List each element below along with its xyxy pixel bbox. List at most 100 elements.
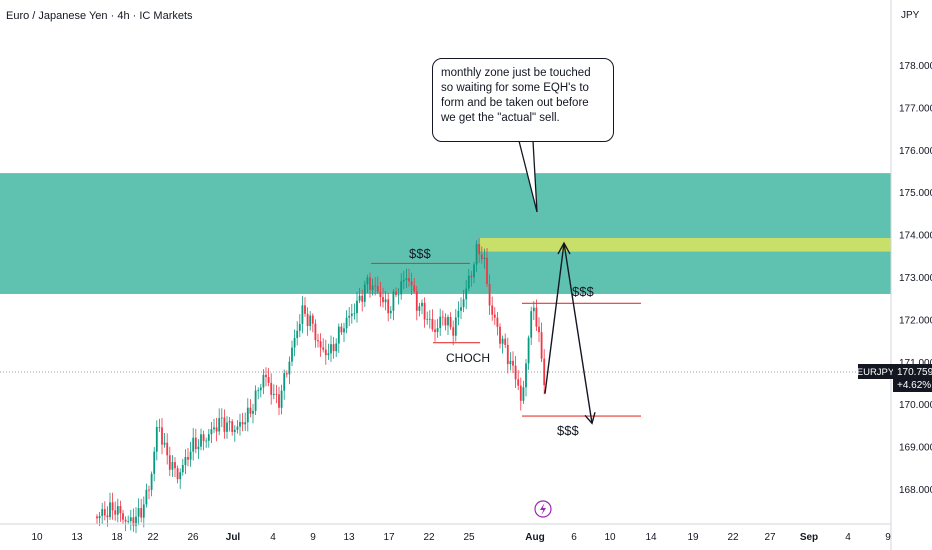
current-price-marker: EURJPY 170.759 +4.62% (857, 364, 932, 392)
lightning-event-icon[interactable] (534, 500, 552, 518)
candle-body (252, 410, 254, 414)
candle-body (127, 521, 130, 522)
price-tick-label: 168.000 (899, 485, 932, 496)
candle-body (473, 264, 475, 278)
projected-path (544, 241, 596, 425)
candle-body (332, 344, 335, 352)
pair-name: Euro / Japanese Yen (6, 10, 108, 22)
candle-body (496, 317, 499, 327)
candle-body (254, 390, 257, 411)
candle-body (324, 349, 327, 356)
candle-body (532, 307, 535, 312)
candle-body (215, 427, 218, 432)
candle-body (231, 421, 234, 433)
candle-body (449, 317, 452, 328)
candle-body (543, 358, 546, 386)
candle-body (194, 437, 197, 450)
time-tick-label: 18 (111, 532, 123, 543)
candle-body (176, 468, 179, 480)
candle-body (514, 365, 517, 380)
time-tick-label: 4 (270, 532, 276, 543)
candle-body (181, 465, 184, 473)
candle-body (184, 457, 187, 466)
target-highlight-zone (479, 237, 891, 252)
candle-body (478, 244, 481, 255)
candle-body (319, 341, 322, 348)
time-tick-label: 25 (463, 532, 475, 543)
candle-body (501, 338, 504, 344)
candle-body (538, 326, 540, 333)
price-tick-label: 173.000 (899, 273, 932, 284)
price-tick-label: 170.000 (899, 400, 932, 411)
candle-body (428, 318, 431, 320)
candle-body (371, 285, 374, 290)
candle-body (408, 278, 410, 282)
candle-body (444, 317, 447, 326)
currency-label[interactable]: JPY (901, 10, 920, 21)
candle-body (124, 519, 127, 522)
candle-body (392, 291, 395, 311)
time-tick-label: 4 (845, 532, 851, 543)
candle-body (460, 307, 462, 311)
choch-label: CHOCH (446, 351, 490, 365)
candlestick-series (96, 238, 546, 534)
candle-body (96, 516, 98, 519)
candle-body (350, 313, 353, 316)
candle-body (265, 374, 267, 378)
candle-body (291, 347, 293, 362)
candle-body (361, 295, 364, 302)
candle-body (512, 360, 514, 366)
time-tick-label: 26 (187, 532, 199, 543)
time-tick-label: 22 (423, 532, 435, 543)
candle-body (389, 310, 392, 314)
candle-body (475, 244, 478, 265)
candle-body (374, 285, 377, 287)
candle-body (369, 277, 371, 290)
candle-body (439, 316, 442, 329)
candle-body (249, 407, 252, 414)
candle-body (457, 310, 460, 318)
candle-body (337, 326, 340, 344)
candle-body (298, 323, 301, 331)
candle-body (166, 442, 169, 456)
candle-body (366, 277, 369, 285)
price-badge (893, 364, 932, 392)
callout-pointer (518, 140, 538, 213)
time-axis[interactable]: 10 13 18 22 26 Jul 4 9 13 17 22 25 Aug 6 10 14 19 22 27 Sep… (31, 532, 891, 543)
candle-body (262, 374, 265, 388)
symbol-title[interactable]: Euro / Japanese Yen · 4h · IC Markets (6, 10, 193, 22)
candle-body (402, 279, 405, 282)
candle-body (288, 361, 291, 375)
candle-body (506, 344, 509, 365)
price-tick-label: 176.000 (899, 146, 932, 157)
candle-body (220, 417, 223, 419)
candle-body (314, 323, 317, 341)
candle-body (405, 278, 408, 280)
candle-body (267, 377, 270, 383)
candle-body (233, 429, 236, 433)
candle-body (200, 434, 202, 447)
candle-body (535, 307, 538, 327)
analysis-callout: monthly zone just be touched so waiting … (432, 58, 614, 142)
candle-body (358, 295, 361, 301)
price-tick-label: 177.000 (899, 103, 932, 114)
candle-body (480, 254, 483, 260)
candle-body (509, 360, 512, 365)
candle-body (257, 390, 260, 392)
candle-body (153, 451, 156, 474)
candle-body (382, 297, 384, 303)
candle-body (379, 291, 382, 298)
candle-body (410, 281, 413, 286)
candle-body (148, 489, 150, 491)
candle-body (447, 317, 449, 326)
price-axis[interactable]: 178.000 177.000 176.000 175.000 174.000 173.0… (899, 61, 932, 496)
candle-body (218, 418, 221, 432)
candle-body (486, 257, 488, 284)
candle-body (540, 332, 543, 359)
symbol-badge-text: EURJPY (857, 367, 895, 378)
candle-body (135, 516, 137, 526)
time-tick-label: Jul (226, 532, 241, 543)
price-tick-label: 178.000 (899, 61, 932, 72)
